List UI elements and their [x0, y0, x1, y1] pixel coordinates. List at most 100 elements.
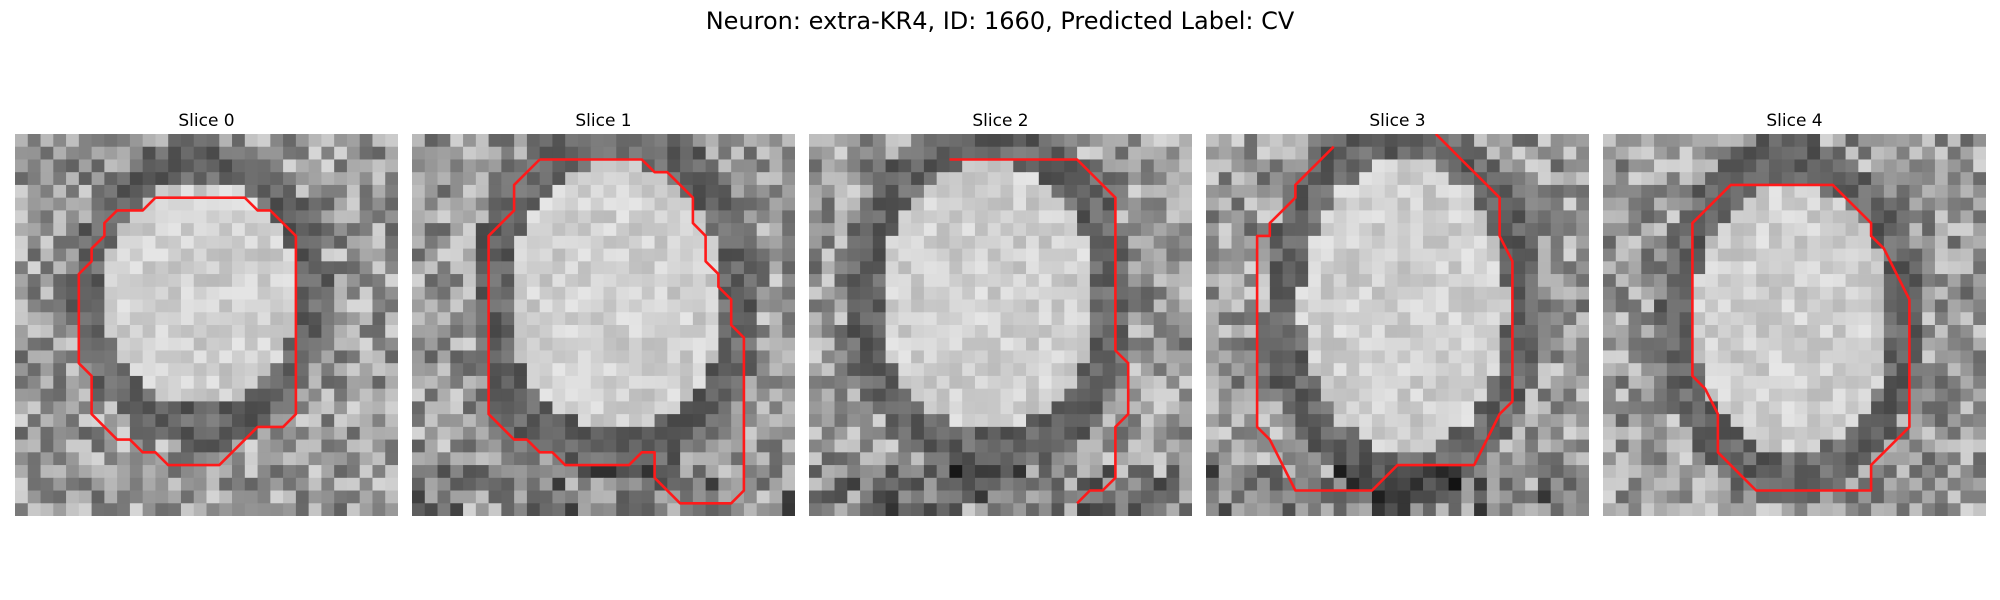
pixel-cell — [283, 197, 297, 211]
pixel-cell — [847, 210, 861, 224]
pixel-cell — [1807, 490, 1821, 504]
pixel-cell — [885, 375, 899, 390]
pixel-cell — [1641, 235, 1655, 249]
pixel-cell — [450, 223, 464, 237]
pixel-cell — [15, 465, 29, 479]
pixel-cell — [577, 274, 592, 288]
pixel-cell — [809, 312, 823, 326]
pixel-cell — [1064, 452, 1078, 466]
pixel-cell — [1231, 286, 1245, 300]
pixel-cell — [1435, 426, 1449, 440]
pixel-cell — [1603, 452, 1617, 466]
pixel-cell — [1333, 363, 1347, 377]
pixel-cell — [372, 490, 386, 504]
pixel-cell — [1973, 477, 1986, 491]
pixel-cell — [1756, 414, 1770, 428]
pixel-cell — [78, 325, 92, 339]
pixel-cell — [885, 465, 899, 479]
pixel-cell — [1641, 337, 1655, 351]
pixel-cell — [1359, 452, 1373, 466]
pixel-cell — [1654, 299, 1668, 313]
pixel-cell — [53, 146, 67, 160]
pixel-cell — [1308, 439, 1322, 453]
pixel-cell — [962, 337, 976, 351]
pixel-cell — [1038, 452, 1052, 466]
pixel-cell — [1346, 235, 1360, 249]
pixel-cell — [206, 490, 220, 504]
pixel-cell — [821, 134, 835, 148]
pixel-cell — [1756, 363, 1770, 377]
pixel-cell — [1397, 503, 1411, 516]
pixel-cell — [1909, 388, 1923, 402]
pixel-cell — [1474, 325, 1488, 339]
pixel-cell — [680, 299, 694, 313]
pixel-cell — [872, 312, 886, 326]
pixel-cell — [1883, 197, 1898, 211]
pixel-cell — [1499, 286, 1513, 300]
pixel-cell — [232, 172, 246, 186]
pixel-cell — [1064, 375, 1078, 390]
pixel-cell — [437, 388, 451, 402]
pixel-cell — [1461, 223, 1475, 237]
pixel-cell — [359, 210, 373, 224]
pixel-cell — [244, 490, 258, 504]
pixel-cell — [1603, 426, 1617, 440]
pixel-cell — [1077, 350, 1091, 364]
pixel-cell — [1077, 337, 1091, 351]
pixel-cell — [1615, 146, 1629, 160]
pixel-cell — [1051, 375, 1065, 390]
pixel-cell — [782, 414, 795, 428]
pixel-cell — [1960, 261, 1974, 275]
pixel-cell — [219, 134, 233, 148]
pixel-cell — [641, 184, 655, 199]
pixel-cell — [1603, 325, 1617, 339]
pixel-cell — [1051, 465, 1065, 479]
pixel-cell — [142, 426, 156, 440]
pixel-cell — [206, 375, 220, 390]
pixel-cell — [359, 465, 373, 479]
pixel-cell — [412, 210, 426, 224]
pixel-cell — [911, 172, 925, 186]
pixel-cell — [1973, 490, 1986, 504]
pixel-cell — [1960, 286, 1974, 300]
pixel-cell — [501, 439, 515, 453]
pixel-cell — [1282, 465, 1296, 479]
pixel-cell — [1871, 414, 1885, 428]
pixel-cell — [629, 414, 643, 428]
pixel-cell — [1832, 159, 1846, 173]
pixel-cell — [1371, 375, 1386, 390]
pixel-cell — [1077, 184, 1091, 199]
pixel-cell — [911, 452, 925, 466]
pixel-cell — [1832, 286, 1846, 300]
pixel-cell — [1845, 465, 1859, 479]
pixel-cell — [1333, 223, 1347, 237]
pixel-cell — [1512, 503, 1526, 516]
pixel-cell — [308, 184, 322, 199]
pixel-cell — [1244, 439, 1258, 453]
pixel-cell — [1115, 363, 1129, 377]
pixel-cell — [974, 490, 989, 504]
pixel-cell — [1628, 465, 1642, 479]
pixel-cell — [129, 312, 144, 326]
pixel-cell — [1730, 286, 1744, 300]
pixel-cell — [603, 388, 617, 402]
pixel-cell — [1064, 312, 1078, 326]
pixel-cell — [412, 261, 426, 275]
pixel-cell — [66, 235, 80, 249]
pixel-cell — [603, 286, 617, 300]
pixel-cell — [987, 452, 1001, 466]
pixel-cell — [526, 465, 541, 479]
pixel-cell — [475, 414, 489, 428]
pixel-cell — [1717, 375, 1732, 390]
pixel-cell — [590, 146, 604, 160]
pixel-cell — [1282, 223, 1296, 237]
pixel-cell — [539, 490, 553, 504]
pixel-cell — [1576, 197, 1589, 211]
pixel-cell — [1679, 184, 1693, 199]
pixel-cell — [1320, 439, 1335, 453]
pixel-cell — [1269, 426, 1283, 440]
pixel-cell — [1308, 235, 1322, 249]
pixel-cell — [1692, 312, 1706, 326]
pixel-cell — [1244, 312, 1258, 326]
pixel-cell — [219, 210, 233, 224]
